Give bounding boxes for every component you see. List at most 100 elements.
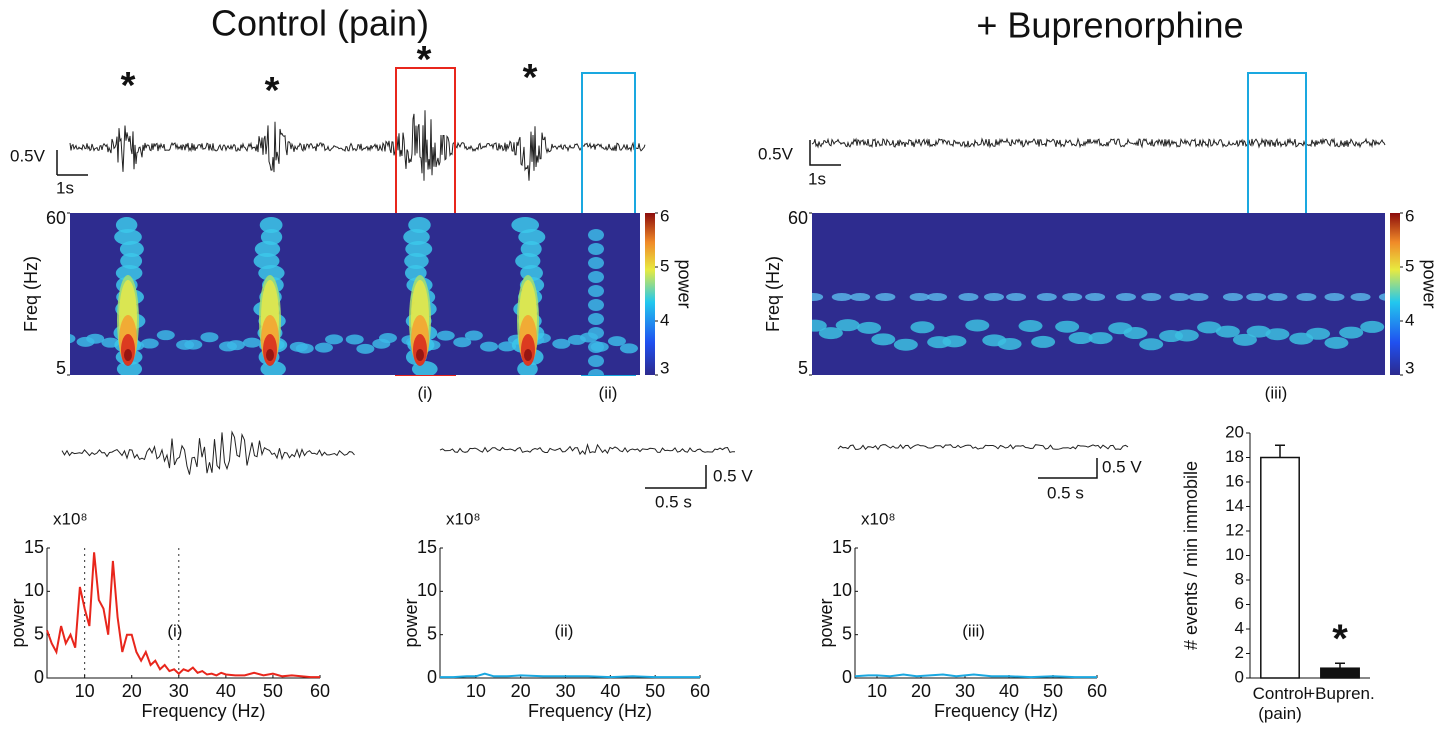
power-blob (1141, 293, 1162, 301)
power-blob (607, 336, 626, 347)
power-blob (515, 253, 541, 269)
power-blob (1324, 293, 1345, 301)
power-blob (1115, 293, 1136, 301)
power-blob (1215, 325, 1240, 338)
power-blob (254, 241, 281, 257)
power-blob (378, 333, 397, 344)
x-tick-label: Control (pain) (1252, 684, 1308, 723)
colorbar (645, 213, 655, 375)
x-tick-label: +Bupren. (1305, 684, 1375, 703)
power-blob (1085, 293, 1106, 301)
x-axis-label: Frequency (Hz) (141, 701, 265, 721)
scale-label: 0.5 s (655, 492, 692, 511)
power-blob (453, 337, 472, 348)
x-tick-label: 20 (511, 681, 531, 701)
power-blob (588, 243, 604, 255)
y-axis-label: power (8, 598, 28, 647)
power-blob (958, 293, 979, 301)
power-blob (115, 265, 143, 281)
y-multiplier: x10⁸ (446, 509, 481, 528)
eeg-trace (439, 443, 736, 456)
power-blob (86, 333, 105, 344)
power-blob (436, 330, 455, 341)
y-tick-label: 10 (24, 580, 44, 600)
x-tick-label: 10 (867, 681, 887, 701)
event-asterisk: * (523, 57, 538, 99)
power-blob (552, 338, 571, 349)
x-tick-label: 20 (911, 681, 931, 701)
axes (854, 548, 1097, 679)
power-blob (1296, 293, 1317, 301)
event-asterisk: * (265, 70, 280, 112)
eeg-trace (837, 443, 1129, 451)
power-blob (812, 293, 824, 301)
power-blob (1222, 293, 1243, 301)
x-tick-label-box: +Bupren. (1305, 684, 1375, 703)
spectrogram (812, 293, 1385, 351)
axes (439, 548, 700, 679)
power-blob (408, 217, 431, 233)
power-blob (588, 341, 604, 353)
power-blob (983, 293, 1004, 301)
window-label: (i) (417, 383, 432, 402)
power-blob (965, 319, 990, 332)
colorbar-tick-label: 6 (1405, 206, 1414, 225)
power-blob (1232, 333, 1257, 346)
power-blob (314, 342, 333, 353)
power-blob (1246, 293, 1267, 301)
power-blob (1068, 332, 1093, 345)
y-tick-label: 20 (1225, 422, 1244, 441)
power-blob (156, 330, 175, 341)
power-blob (1265, 328, 1290, 341)
colorbar-tick-label: 3 (1405, 358, 1414, 377)
power-blob (411, 361, 438, 375)
eeg-trace (811, 137, 1386, 149)
spectrogram-background (70, 213, 640, 375)
y-tick-label: 5 (34, 623, 44, 643)
y-tick-label: 15 (24, 537, 44, 557)
power-blob (588, 229, 604, 241)
y-tick-label: 10 (417, 580, 437, 600)
error-bar (1275, 444, 1285, 458)
power-blob (857, 321, 882, 334)
y-tick-label: 0 (34, 667, 44, 687)
spectrogram (70, 217, 638, 375)
power-blob (70, 333, 76, 344)
power-blob (226, 340, 245, 351)
power-blob (875, 293, 896, 301)
y-tick-label: 60 (788, 208, 808, 228)
y-tick-label: 5 (798, 358, 808, 378)
window-label: (ii) (599, 383, 618, 402)
event-asterisk: * (121, 65, 136, 107)
eeg-trace (61, 430, 355, 475)
power-blob (1062, 293, 1083, 301)
power-blob (464, 330, 483, 341)
spectrum-line (440, 672, 700, 679)
spectrum-line (46, 552, 320, 679)
scale-label: 0.5 V (1102, 457, 1142, 476)
colorbar-tick-label: 6 (660, 206, 669, 225)
power-blob (871, 333, 896, 346)
power-blob (345, 334, 364, 345)
y-axis-label: power (816, 598, 836, 647)
scale-label: 0.5 s (1047, 483, 1084, 502)
y-tick-label: 2 (1235, 643, 1244, 662)
power-blob (520, 241, 542, 257)
x-tick-label: 50 (645, 681, 665, 701)
power-blob (588, 271, 604, 283)
power-blob (518, 229, 546, 245)
x-tick-label: 50 (1043, 681, 1063, 701)
power-blob (295, 343, 314, 354)
scale-label: 1s (56, 178, 74, 197)
y-tick-label: 12 (1225, 520, 1244, 539)
spectrum-line (854, 673, 1097, 679)
power-blob (1197, 321, 1222, 334)
y-tick-label: 0 (1235, 667, 1244, 686)
power-blob (200, 332, 219, 343)
panel-title: Control (pain) (211, 3, 429, 44)
spectrum-annotation: (i) (167, 621, 182, 640)
power-blob (1360, 320, 1385, 333)
power-blob (1018, 320, 1043, 333)
power-blob (242, 337, 261, 348)
y-axis-label: Freq (Hz) (763, 256, 783, 332)
